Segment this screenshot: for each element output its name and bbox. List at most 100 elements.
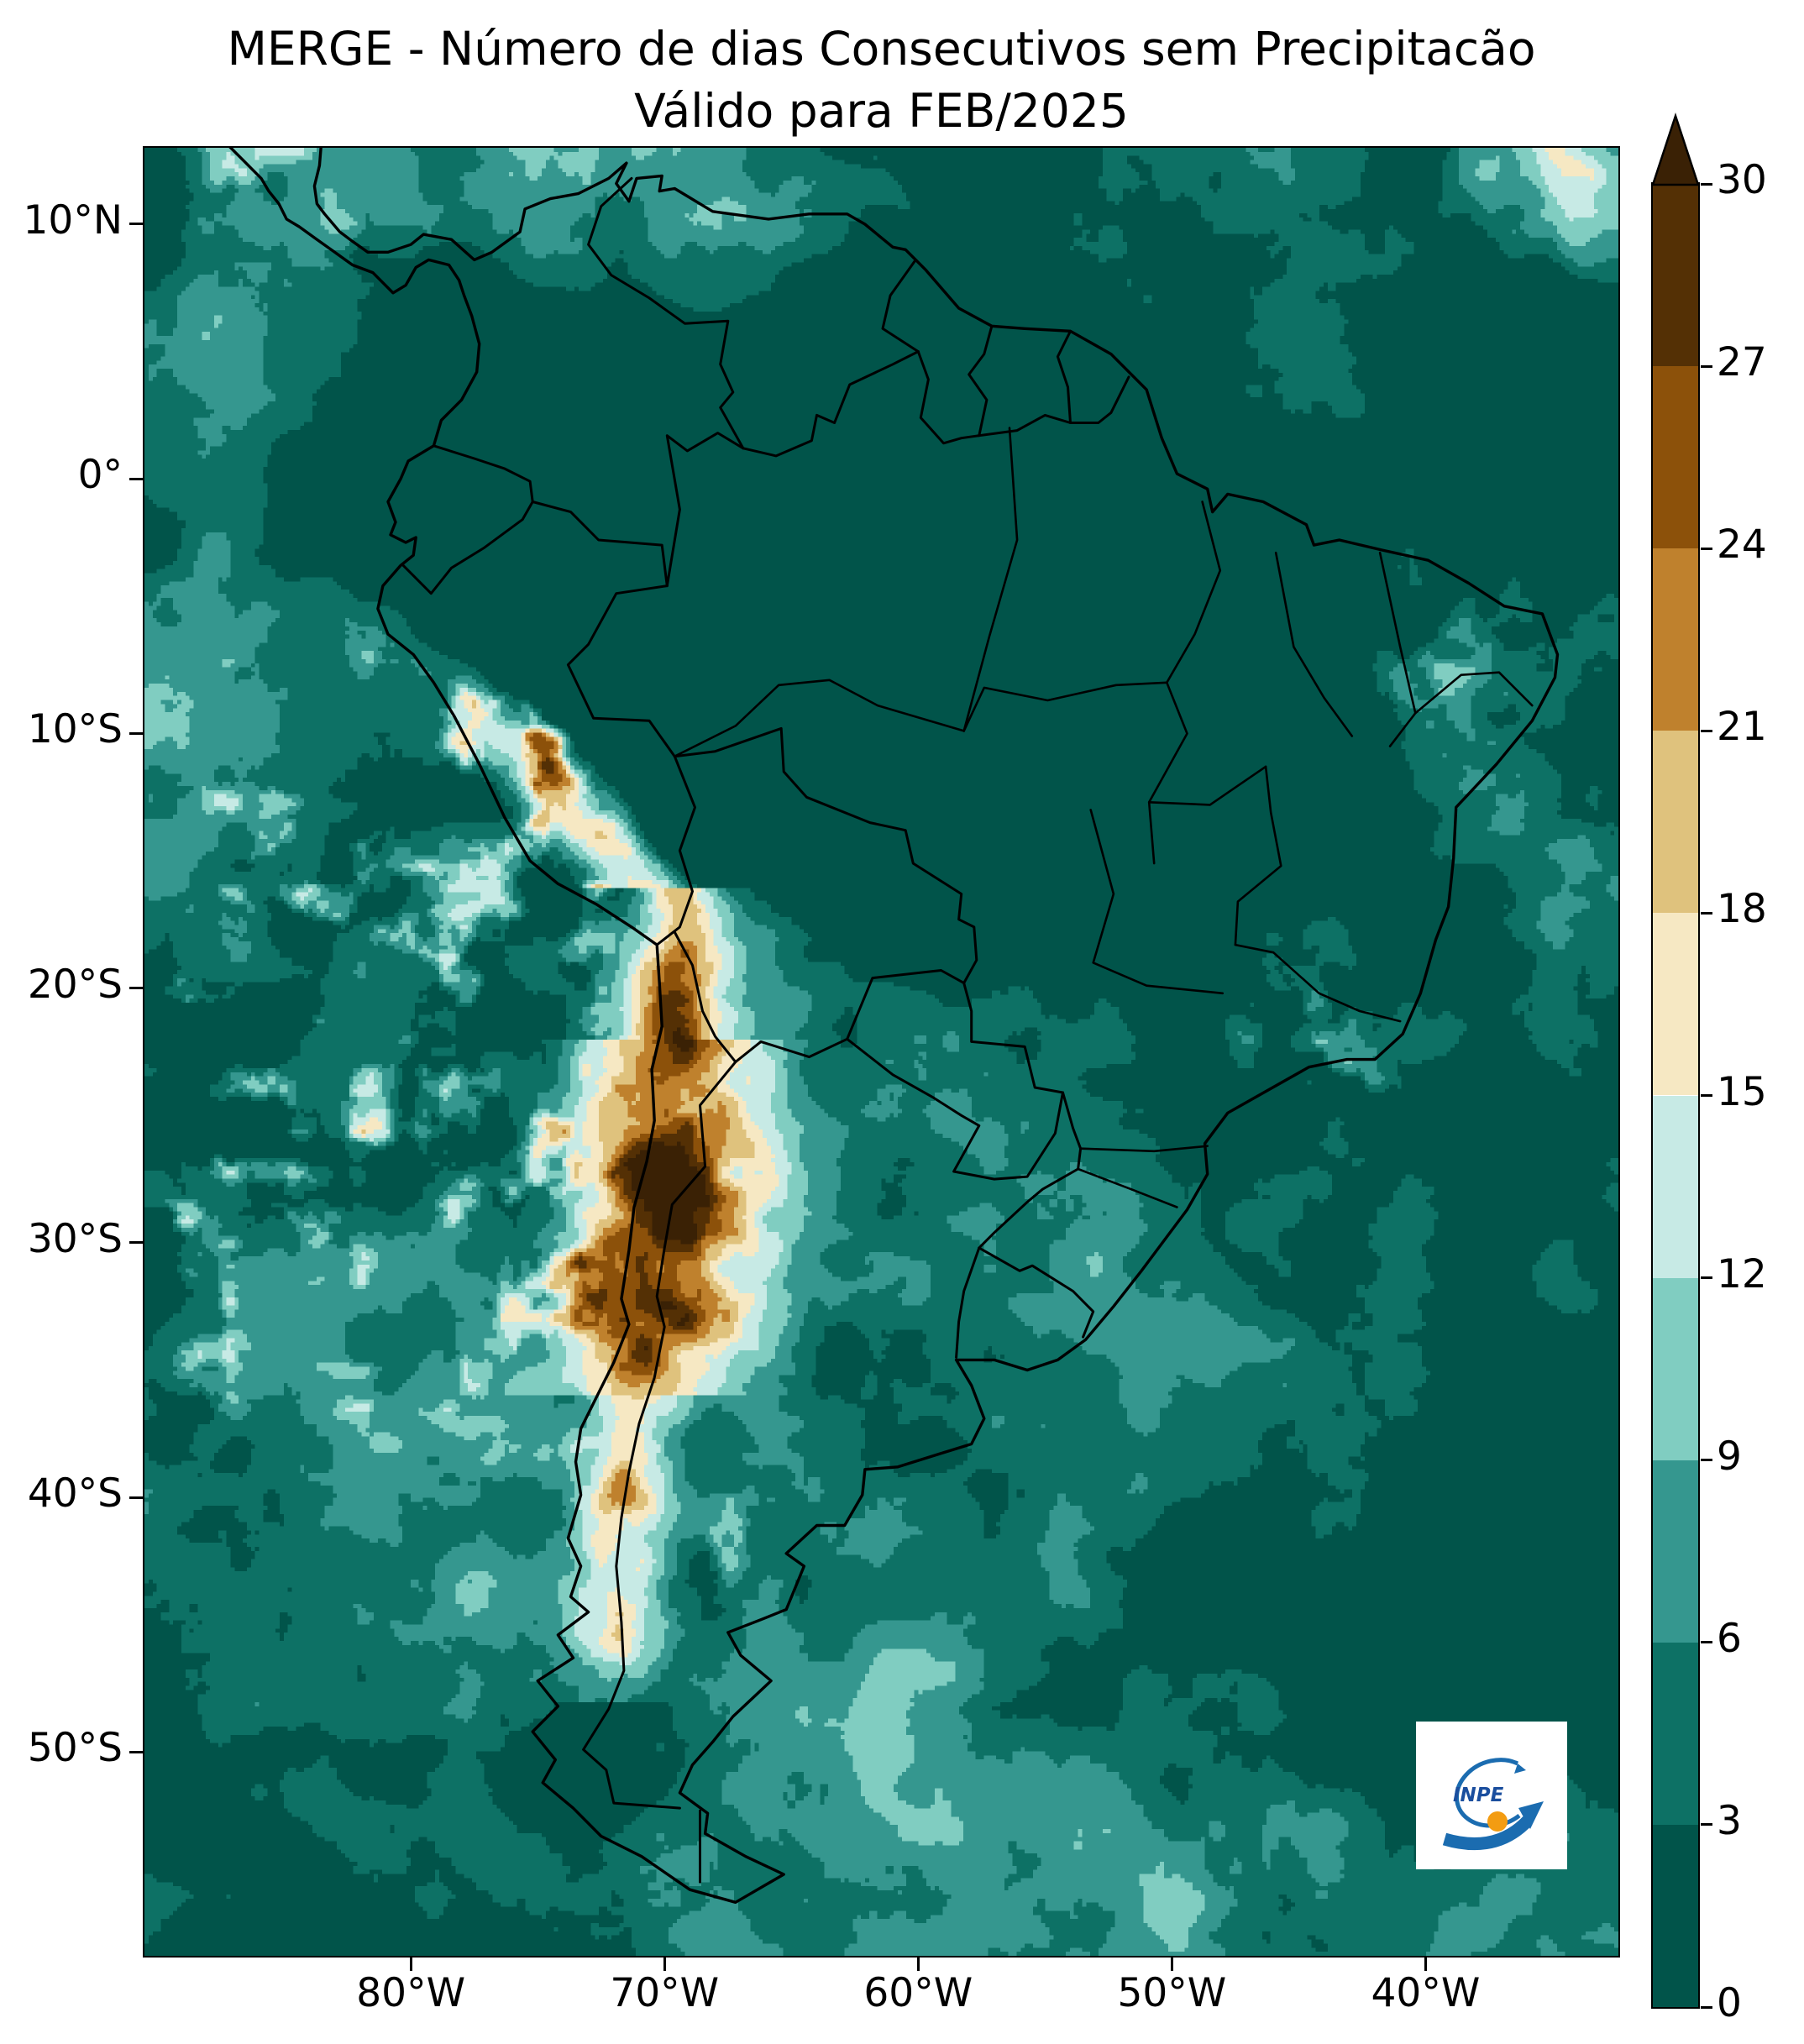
colorbar-tick-mark: [1701, 1459, 1712, 1462]
colorbar-segment: [1653, 1642, 1698, 1825]
country-border-path: [978, 1091, 1083, 1250]
lat-tick-mark: [129, 987, 144, 990]
country-border-path: [916, 350, 981, 445]
colorbar-segment: [1653, 1460, 1698, 1643]
colorbar-segment: [1653, 184, 1698, 367]
state-border-path: [1089, 809, 1225, 995]
colorbar-tick-mark: [1701, 547, 1712, 550]
colorbar-tick-mark: [1701, 911, 1712, 915]
inpe-arrow-icon: [1442, 1801, 1544, 1851]
lon-tick-label: 40°W: [1371, 1970, 1481, 2016]
country-border-path: [531, 501, 669, 588]
lon-tick-label: 60°W: [863, 1970, 973, 2016]
lon-tick-label: 50°W: [1117, 1970, 1227, 2016]
colorbar-tick-label: 21: [1717, 704, 1767, 751]
lat-tick-mark: [129, 477, 144, 480]
country-border-path: [655, 755, 696, 946]
colorbar-tick-mark: [1701, 1276, 1712, 1280]
colorbar-segment: [1653, 548, 1698, 731]
inpe-logo: INPE: [1416, 1722, 1567, 1869]
lat-tick-mark: [129, 1241, 144, 1245]
state-border-path: [1147, 765, 1267, 806]
country-border-path: [955, 1246, 981, 1359]
colorbar-extend-triangle: [1651, 113, 1700, 186]
lat-tick-mark: [129, 1750, 144, 1753]
lat-tick-label: 20°S: [27, 961, 123, 1008]
lon-tick-mark: [663, 1957, 666, 1971]
colorbar-tick-mark: [1701, 1823, 1712, 1826]
country-border-path: [587, 176, 745, 450]
country-border-path: [742, 350, 920, 458]
country-border-path: [962, 982, 1064, 1094]
map-raster-canvas: [144, 148, 1618, 1956]
inpe-orange-dot-icon: [1487, 1811, 1508, 1832]
state-border-path: [1414, 671, 1534, 715]
colorbar-tick-mark: [1701, 182, 1712, 186]
figure-title-line2: Válido para FEB/2025: [634, 84, 1129, 138]
lon-tick-mark: [916, 1957, 920, 1971]
colorbar-tick-label: 12: [1717, 1250, 1767, 1297]
colorbar-tick-label: 15: [1717, 1068, 1767, 1115]
state-border-path: [962, 681, 1168, 732]
colorbar-segment: [1653, 731, 1698, 914]
state-border-path: [674, 679, 965, 757]
lon-tick-label: 70°W: [610, 1970, 720, 2016]
lat-tick-mark: [129, 1496, 144, 1499]
state-border-path: [1274, 551, 1354, 737]
lon-tick-mark: [409, 1957, 412, 1971]
lat-tick-label: 10°S: [27, 706, 123, 753]
map-borders-svg: [228, 148, 1560, 1904]
lat-tick-label: 40°S: [27, 1470, 123, 1517]
country-border-path: [432, 444, 534, 503]
lat-tick-label: 30°S: [27, 1215, 123, 1262]
colorbar-tick-label: 24: [1717, 521, 1767, 569]
country-border-path: [968, 324, 994, 438]
state-border-path: [1077, 1167, 1178, 1208]
lat-tick-mark: [129, 731, 144, 735]
lat-tick-label: 10°N: [23, 197, 123, 244]
state-border-path: [1234, 765, 1282, 946]
state-border-path: [1147, 681, 1188, 865]
lat-tick-label: 0°: [77, 452, 123, 499]
colorbar-segment: [1653, 1095, 1698, 1278]
map-plot: INPE: [143, 146, 1620, 1958]
country-border-path: [978, 375, 1130, 438]
colorbar-tick-label: 6: [1717, 1615, 1742, 1662]
state-border-path: [962, 427, 1019, 732]
state-border-path: [1166, 501, 1222, 684]
coastline-path: [228, 148, 1560, 1904]
country-border-path: [846, 969, 966, 1040]
country-border-path: [673, 726, 978, 985]
state-border-path: [1079, 1145, 1209, 1153]
colorbar-tick-mark: [1701, 1094, 1712, 1097]
colorbar-tick-label: 18: [1717, 886, 1767, 933]
lon-tick-label: 80°W: [356, 1970, 466, 2016]
country-border-path: [734, 1037, 849, 1064]
colorbar-segment: [1653, 1277, 1698, 1460]
colorbar-tick-label: 0: [1717, 1980, 1742, 2026]
colorbar-tick-label: 27: [1717, 339, 1767, 386]
country-border-path: [582, 1061, 737, 1810]
colorbar-segment: [1653, 913, 1698, 1096]
colorbar-tick-label: 3: [1717, 1797, 1742, 1844]
state-border-path: [1234, 943, 1402, 1023]
inpe-logo-text: INPE: [1453, 1785, 1504, 1806]
colorbar-tick-mark: [1701, 364, 1712, 368]
figure-title-line1: MERGE - Número de dias Consecutivos sem …: [227, 22, 1536, 76]
colorbar-tick-label: 9: [1717, 1433, 1742, 1480]
state-border-path: [1378, 551, 1417, 747]
inpe-logo-graphic: INPE: [1442, 1758, 1544, 1851]
lat-tick-label: 50°S: [27, 1725, 123, 1772]
colorbar-tick-mark: [1701, 1641, 1712, 1644]
country-border-path: [665, 432, 745, 588]
colorbar-tick-label: 30: [1717, 157, 1767, 203]
country-border-path: [1056, 329, 1072, 424]
colorbar-segment: [1653, 1824, 1698, 2007]
lon-tick-mark: [1424, 1957, 1427, 1971]
lat-tick-mark: [129, 223, 144, 226]
country-border-path: [401, 501, 534, 595]
country-border-path: [978, 1246, 1095, 1339]
colorbar: [1651, 182, 1700, 2009]
country-border-path: [881, 258, 920, 354]
lon-tick-mark: [1170, 1957, 1173, 1971]
